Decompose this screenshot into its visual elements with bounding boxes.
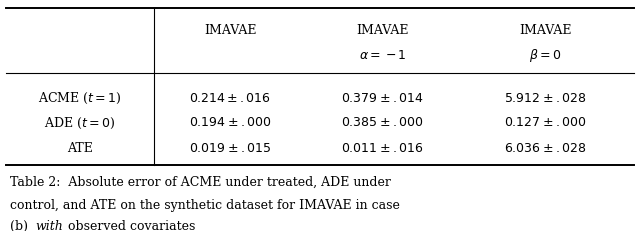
Text: ADE ($t = 0$): ADE ($t = 0$) xyxy=(44,115,116,130)
Text: $5.912 \pm .028$: $5.912 \pm .028$ xyxy=(504,92,587,105)
Text: $0.194 \pm .000$: $0.194 \pm .000$ xyxy=(189,116,272,129)
Text: $6.036 \pm .028$: $6.036 \pm .028$ xyxy=(504,141,587,154)
Text: control, and ATE on the synthetic dataset for IMAVAE in case: control, and ATE on the synthetic datase… xyxy=(10,198,399,211)
Text: observed covariates: observed covariates xyxy=(64,219,195,231)
Text: ACME ($t = 1$): ACME ($t = 1$) xyxy=(38,91,122,106)
Text: $0.011 \pm .016$: $0.011 \pm .016$ xyxy=(341,141,424,154)
Text: with: with xyxy=(35,219,63,231)
Text: $0.019 \pm .015$: $0.019 \pm .015$ xyxy=(189,141,271,154)
Text: IMAVAE: IMAVAE xyxy=(356,24,409,36)
Text: IMAVAE: IMAVAE xyxy=(204,24,257,36)
Text: IMAVAE: IMAVAE xyxy=(519,24,572,36)
Text: $0.214 \pm .016$: $0.214 \pm .016$ xyxy=(189,92,271,105)
Text: ATE: ATE xyxy=(67,141,93,154)
Text: $\beta = 0$: $\beta = 0$ xyxy=(529,47,562,64)
Text: Table 2:  Absolute error of ACME under treated, ADE under: Table 2: Absolute error of ACME under tr… xyxy=(10,175,390,188)
Text: $0.379 \pm .014$: $0.379 \pm .014$ xyxy=(341,92,424,105)
Text: $0.127 \pm .000$: $0.127 \pm .000$ xyxy=(504,116,587,129)
Text: $0.385 \pm .000$: $0.385 \pm .000$ xyxy=(341,116,424,129)
Text: (b): (b) xyxy=(10,219,31,231)
Text: $\alpha = -1$: $\alpha = -1$ xyxy=(358,49,406,62)
